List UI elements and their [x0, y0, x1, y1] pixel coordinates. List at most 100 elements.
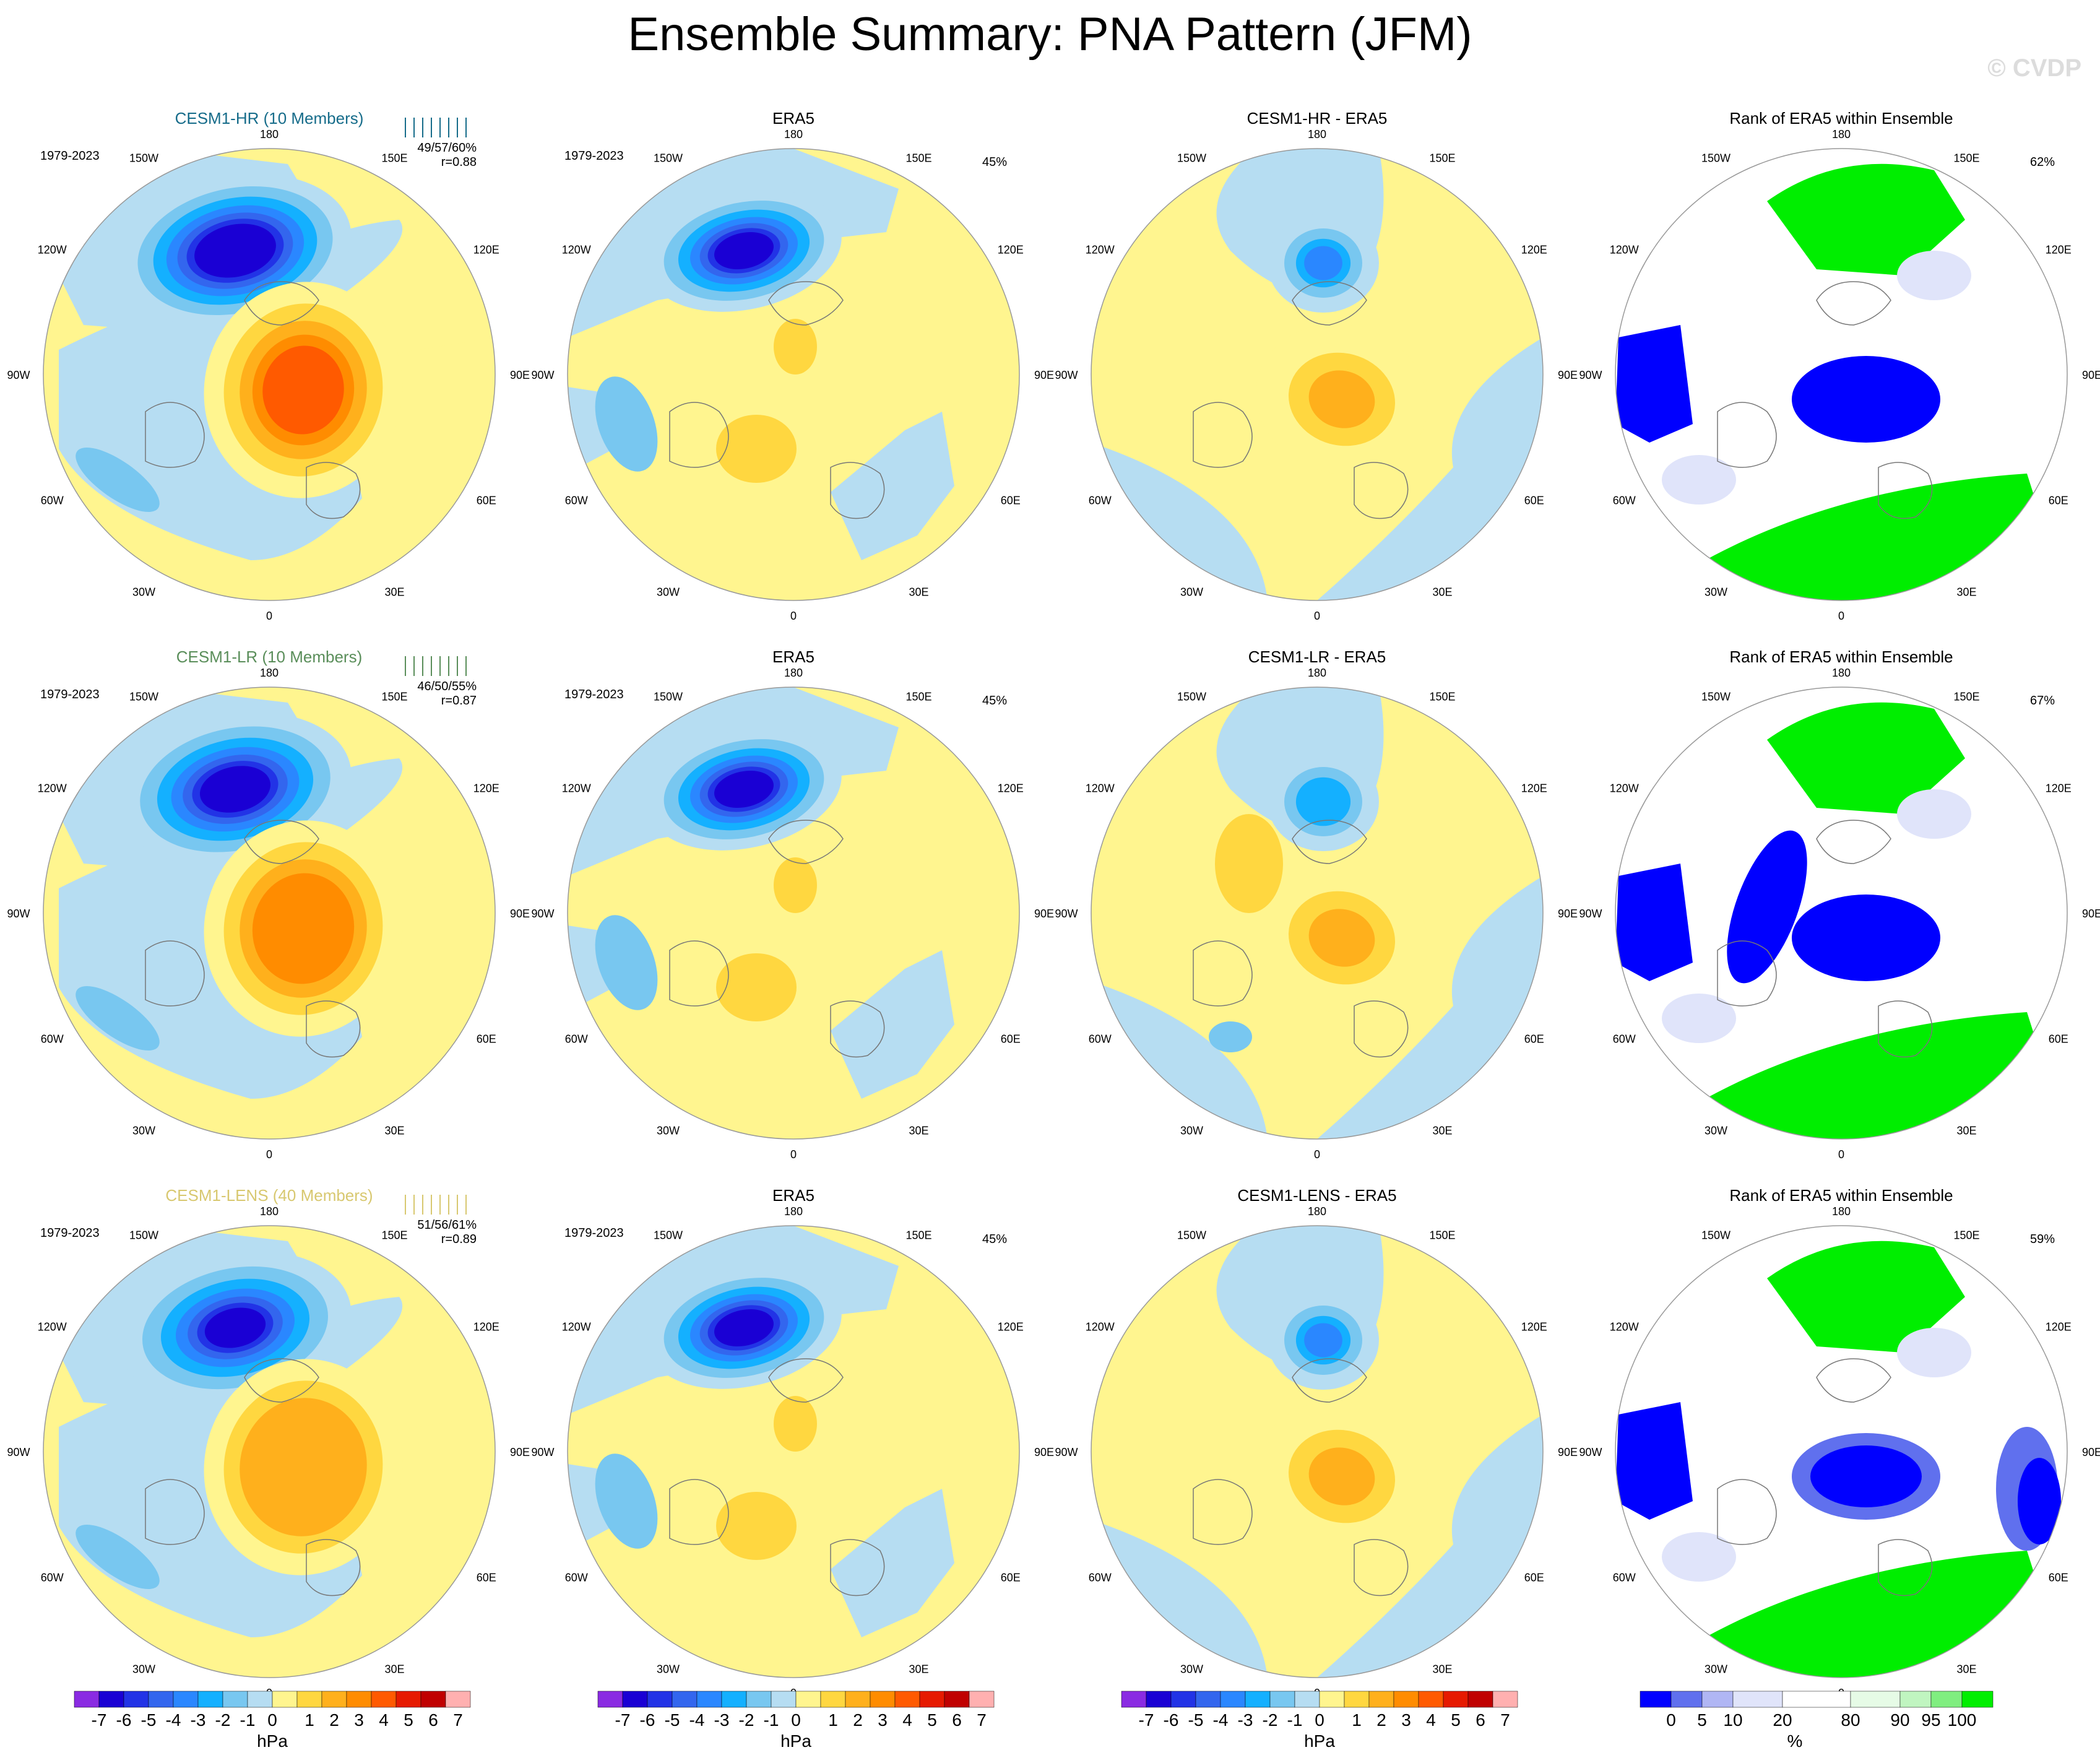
colorbar-swatch — [1121, 1691, 1147, 1708]
colorbar-swatch — [969, 1691, 995, 1708]
colorbar-tick: 7 — [453, 1710, 463, 1730]
longitude-label: 30E — [1432, 1125, 1452, 1137]
correlation-label: r=0.89 — [441, 1232, 477, 1246]
longitude-label: 150W — [654, 690, 683, 703]
longitude-label: 150E — [1429, 690, 1455, 703]
colorbar-swatch — [1146, 1691, 1172, 1708]
difference-map: 180150E120E90E60E30E030W60W90W120W150WCE… — [1055, 1186, 1578, 1699]
colorbar-swatch — [870, 1691, 896, 1708]
longitude-label: 60W — [565, 495, 588, 507]
longitude-label: 30W — [1705, 1125, 1727, 1137]
colorbar-tick: 5 — [1451, 1710, 1461, 1730]
explained-variance: 45% — [982, 1232, 1007, 1246]
colorbar-swatch — [1294, 1691, 1320, 1708]
colorbar-tick: 6 — [952, 1710, 962, 1730]
colorbar-swatch — [1393, 1691, 1419, 1708]
longitude-label: 120E — [1521, 1321, 1547, 1333]
longitude-label: 60E — [2049, 1572, 2068, 1584]
longitude-label: 60W — [41, 1572, 64, 1584]
difference-map: 180150E120E90E60E30E030W60W90W120W150WCE… — [1055, 648, 1578, 1161]
longitude-label: 90W — [1579, 369, 1602, 381]
colorbar-tick: 1 — [1352, 1710, 1362, 1730]
longitude-label: 150W — [1701, 1229, 1731, 1241]
correlation-label: r=0.88 — [441, 155, 477, 169]
longitude-label: 30W — [657, 586, 680, 599]
longitude-label: 150E — [1953, 690, 1979, 703]
longitude-label: 150W — [129, 1229, 158, 1241]
map-fill — [1091, 1226, 1543, 1678]
longitude-label: 60W — [565, 1572, 588, 1584]
colorbar-units: % — [1787, 1731, 1803, 1751]
era5-pattern-map: 180 150E 120E 90E 60E 30E 0 30W 60W 90W 120W 150W ER… — [531, 109, 1054, 622]
longitude-label: 180 — [260, 1205, 279, 1218]
longitude-label: 90W — [7, 369, 30, 381]
colorbar-swatch — [647, 1691, 673, 1708]
colorbar-swatch — [1269, 1691, 1295, 1708]
longitude-label: 30W — [1180, 1125, 1203, 1137]
longitude-label: 60W — [1613, 1033, 1636, 1046]
colorbar-tick: -5 — [141, 1710, 157, 1730]
colorbar-tick: 80 — [1841, 1710, 1860, 1730]
longitude-label: 120E — [998, 1321, 1024, 1333]
longitude-label: 90E — [510, 1446, 530, 1458]
map-boundary — [567, 1225, 1020, 1678]
map-boundary — [567, 687, 1020, 1140]
colorbar-swatch — [1245, 1691, 1271, 1708]
colorbar-swatch — [296, 1691, 322, 1708]
colorbar-swatch — [346, 1691, 372, 1708]
colorbar-swatch — [1492, 1691, 1518, 1708]
longitude-label: 180 — [260, 667, 279, 679]
longitude-label: 0 — [1314, 1148, 1320, 1161]
colorbar-swatch — [173, 1691, 199, 1708]
map-fill — [568, 149, 1019, 600]
colorbar-swatch — [395, 1691, 421, 1708]
longitude-label: 120E — [1521, 782, 1547, 795]
colorbar-tick: -1 — [240, 1710, 256, 1730]
longitude-label: 30E — [384, 1125, 404, 1137]
colorbar-tick: 6 — [428, 1710, 438, 1730]
colorbar-tick: 100 — [1948, 1710, 1977, 1730]
longitude-label: 60W — [41, 495, 64, 507]
longitude-label: 60E — [1524, 495, 1544, 507]
longitude-label: 0 — [790, 610, 797, 622]
longitude-label: 90E — [2082, 1446, 2100, 1458]
rank-title: Rank of ERA5 within Ensemble — [1729, 109, 1953, 128]
longitude-label: 150E — [905, 1229, 931, 1241]
longitude-label: 30W — [132, 586, 155, 599]
colorbar-tick: -2 — [739, 1710, 754, 1730]
longitude-label: 90E — [2082, 369, 2100, 381]
member-ticks — [405, 1195, 467, 1215]
longitude-label: 180 — [260, 128, 279, 141]
colorbar-units: hPa — [257, 1731, 288, 1751]
longitude-label: 0 — [1838, 1148, 1844, 1161]
longitude-label: 30W — [132, 1125, 155, 1137]
longitude-label: 180 — [1832, 1205, 1851, 1218]
map-fill — [43, 149, 495, 600]
colorbar-swatch — [721, 1691, 747, 1708]
longitude-label: 90W — [1055, 907, 1078, 920]
colorbar-swatch — [247, 1691, 273, 1708]
difference-title: CESM1-HR - ERA5 — [1247, 109, 1388, 128]
colorbar-tick: 90 — [1890, 1710, 1909, 1730]
longitude-label: 120W — [562, 244, 591, 256]
colorbar-tick: 1 — [305, 1710, 314, 1730]
longitude-label: 90W — [7, 1446, 30, 1458]
explained-variance: 45% — [982, 694, 1007, 708]
longitude-label: 120E — [2046, 244, 2072, 256]
colorbar-units: hPa — [1304, 1731, 1335, 1751]
colorbar-tick: -1 — [1287, 1710, 1303, 1730]
colorbar-tick: 0 — [267, 1710, 277, 1730]
colorbar-swatch — [597, 1691, 623, 1708]
longitude-label: 120E — [998, 244, 1024, 256]
colorbar-swatch — [845, 1691, 871, 1708]
colorbar-swatch — [445, 1691, 471, 1708]
rank-percent: 62% — [2030, 155, 2055, 169]
colorbar-units: hPa — [780, 1731, 811, 1751]
longitude-label: 90W — [1579, 907, 1602, 920]
longitude-label: 150W — [1177, 1229, 1206, 1241]
longitude-label: 120E — [473, 1321, 499, 1333]
longitude-label: 90W — [1579, 1446, 1602, 1458]
longitude-label: 60E — [477, 1033, 496, 1046]
main-title: Ensemble Summary: PNA Pattern (JFM) — [628, 8, 1472, 61]
member-ticks — [405, 118, 467, 137]
